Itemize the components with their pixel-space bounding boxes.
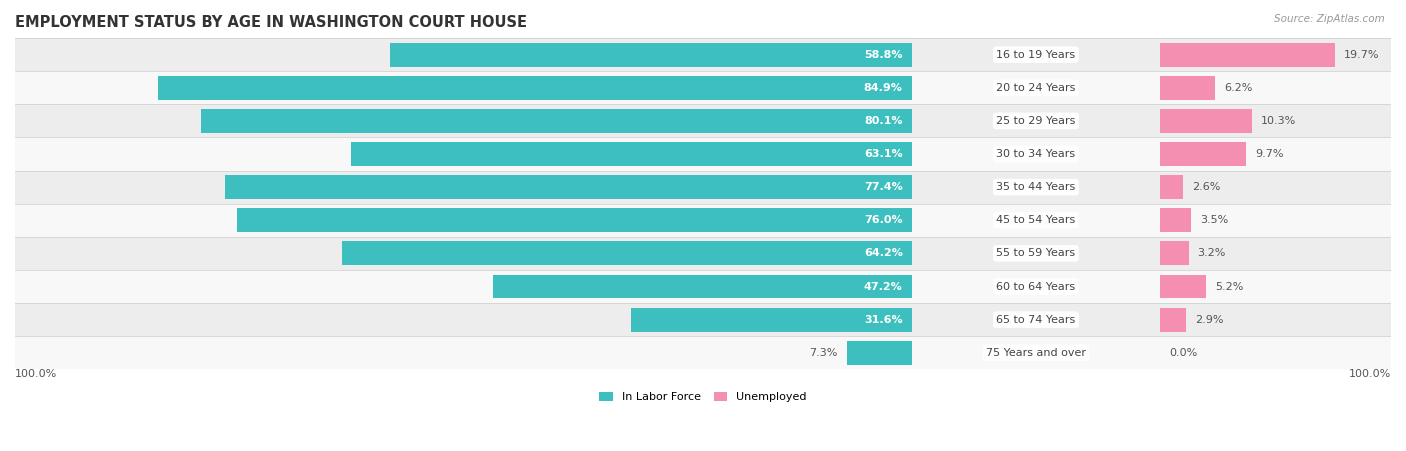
Text: 31.6%: 31.6%	[865, 315, 903, 325]
Text: 5.2%: 5.2%	[1215, 281, 1243, 291]
Bar	[389, 43, 911, 67]
Bar	[15, 270, 1391, 303]
Text: 20 to 24 Years: 20 to 24 Years	[997, 83, 1076, 93]
Text: 60 to 64 Years: 60 to 64 Years	[997, 281, 1076, 291]
Text: 75 Years and over: 75 Years and over	[986, 348, 1085, 358]
Bar	[631, 308, 911, 331]
Bar	[15, 71, 1391, 104]
Text: 64.2%: 64.2%	[863, 249, 903, 258]
Text: 16 to 19 Years: 16 to 19 Years	[997, 50, 1076, 60]
Text: 10.3%: 10.3%	[1261, 116, 1296, 126]
Bar	[1160, 142, 1246, 166]
Bar	[352, 142, 911, 166]
Text: 3.5%: 3.5%	[1201, 215, 1229, 226]
Text: 30 to 34 Years: 30 to 34 Years	[997, 149, 1076, 159]
Bar	[15, 170, 1391, 204]
Text: 76.0%: 76.0%	[865, 215, 903, 226]
Text: 19.7%: 19.7%	[1344, 50, 1379, 60]
Text: 3.2%: 3.2%	[1198, 249, 1226, 258]
Text: 2.6%: 2.6%	[1192, 182, 1220, 192]
Bar	[15, 138, 1391, 170]
Bar	[15, 303, 1391, 336]
Text: 0.0%: 0.0%	[1168, 348, 1198, 358]
Bar	[225, 175, 911, 199]
Bar	[1160, 109, 1251, 133]
Bar	[846, 341, 911, 365]
Text: 9.7%: 9.7%	[1256, 149, 1284, 159]
Text: 100.0%: 100.0%	[15, 369, 58, 379]
Bar	[15, 204, 1391, 237]
Text: 6.2%: 6.2%	[1225, 83, 1253, 93]
Text: 25 to 29 Years: 25 to 29 Years	[997, 116, 1076, 126]
Bar	[492, 275, 911, 299]
Legend: In Labor Force, Unemployed: In Labor Force, Unemployed	[595, 387, 811, 407]
Bar	[157, 76, 911, 100]
Bar	[201, 109, 911, 133]
Bar	[15, 104, 1391, 138]
Text: 84.9%: 84.9%	[863, 83, 903, 93]
Text: 65 to 74 Years: 65 to 74 Years	[997, 315, 1076, 325]
Bar	[1160, 76, 1215, 100]
Text: 55 to 59 Years: 55 to 59 Years	[997, 249, 1076, 258]
Bar	[15, 38, 1391, 71]
Bar	[238, 208, 911, 232]
Text: 7.3%: 7.3%	[810, 348, 838, 358]
Text: 35 to 44 Years: 35 to 44 Years	[997, 182, 1076, 192]
Bar	[1160, 175, 1184, 199]
Bar	[1160, 241, 1188, 265]
Bar	[15, 237, 1391, 270]
Bar	[1160, 275, 1206, 299]
Text: 45 to 54 Years: 45 to 54 Years	[997, 215, 1076, 226]
Bar	[15, 336, 1391, 369]
Bar	[1160, 43, 1336, 67]
Text: 77.4%: 77.4%	[865, 182, 903, 192]
Text: 58.8%: 58.8%	[865, 50, 903, 60]
Text: 2.9%: 2.9%	[1195, 315, 1223, 325]
Text: EMPLOYMENT STATUS BY AGE IN WASHINGTON COURT HOUSE: EMPLOYMENT STATUS BY AGE IN WASHINGTON C…	[15, 15, 527, 30]
Text: 80.1%: 80.1%	[865, 116, 903, 126]
Bar	[342, 241, 911, 265]
Bar	[1160, 308, 1185, 331]
Text: 100.0%: 100.0%	[1348, 369, 1391, 379]
Text: Source: ZipAtlas.com: Source: ZipAtlas.com	[1274, 14, 1385, 23]
Text: 47.2%: 47.2%	[865, 281, 903, 291]
Bar	[1160, 208, 1191, 232]
Text: 63.1%: 63.1%	[865, 149, 903, 159]
